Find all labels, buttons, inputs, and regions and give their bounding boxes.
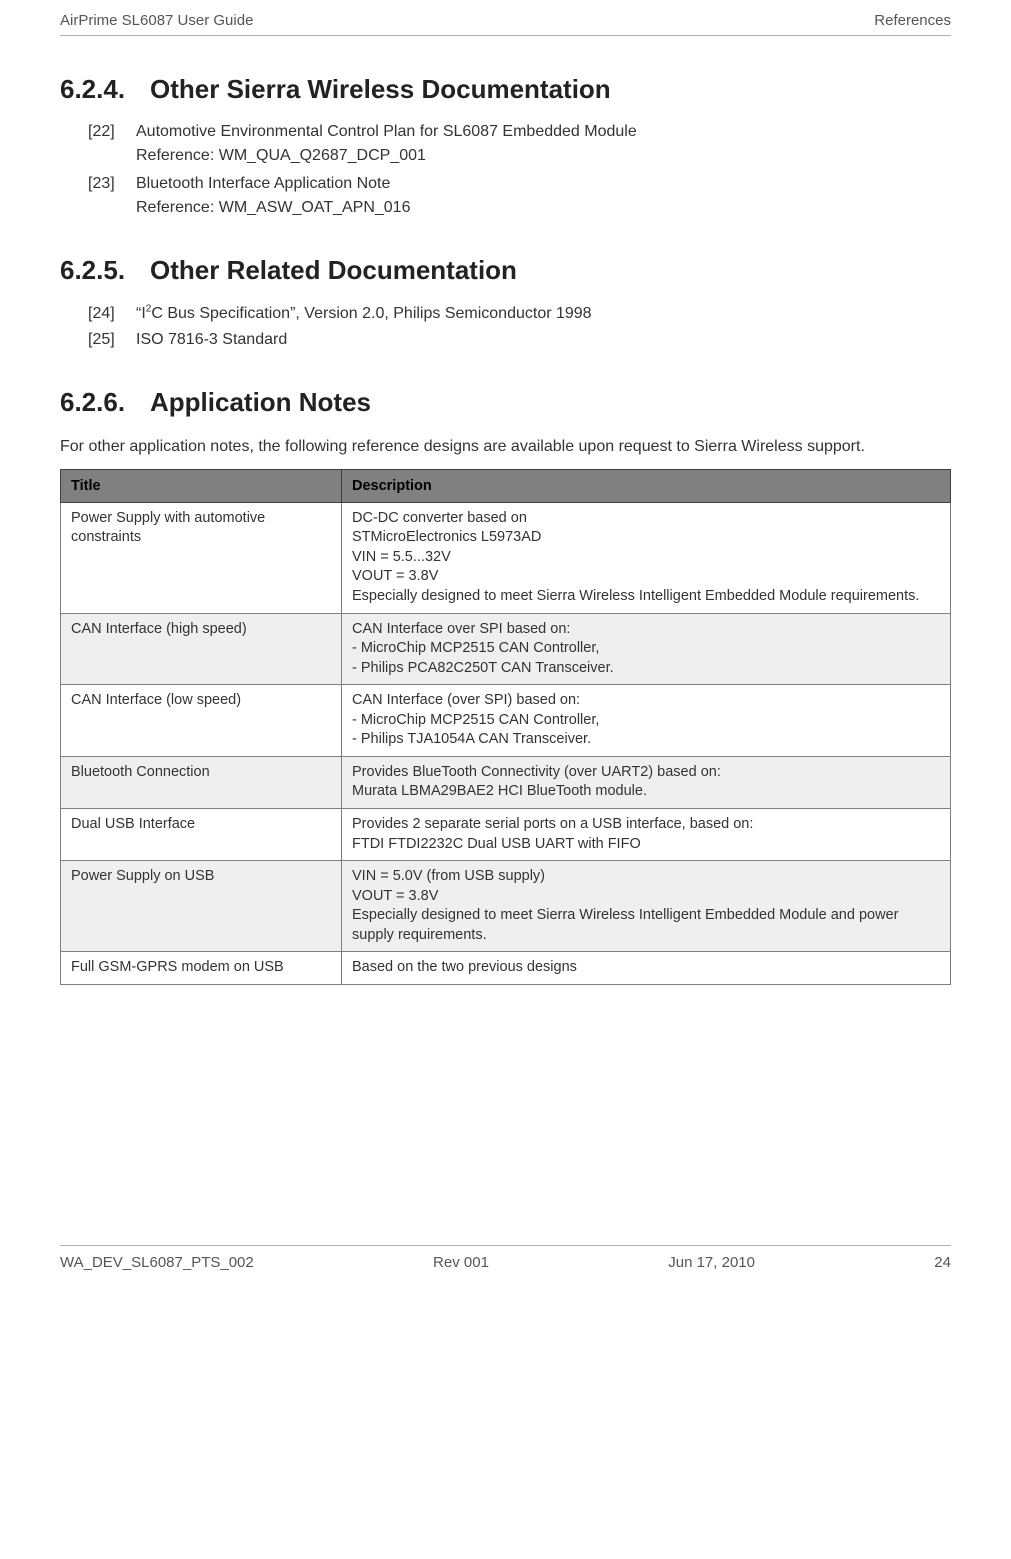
cell-title: CAN Interface (high speed) xyxy=(61,613,342,685)
table-row: Power Supply with automotive constraints… xyxy=(61,502,951,613)
app-notes-intro: For other application notes, the followi… xyxy=(60,436,951,458)
cell-title: Dual USB Interface xyxy=(61,809,342,861)
ref-list-2: [24]“I2C Bus Specification”, Version 2.0… xyxy=(88,304,951,349)
ref-text: “I2C Bus Specification”, Version 2.0, Ph… xyxy=(136,305,592,322)
heading-text: Other Related Documentation xyxy=(150,255,517,285)
ref-text: Automotive Environmental Control Plan fo… xyxy=(136,123,637,140)
ref-item: [23]Bluetooth Interface Application Note… xyxy=(88,175,951,217)
cell-desc: VIN = 5.0V (from USB supply)VOUT = 3.8VE… xyxy=(342,861,951,952)
table-row: CAN Interface (low speed) CAN Interface … xyxy=(61,685,951,757)
page-header: AirPrime SL6087 User Guide References xyxy=(60,0,951,36)
heading-6-2-4: 6.2.4.Other Sierra Wireless Documentatio… xyxy=(60,74,951,105)
heading-6-2-5: 6.2.5.Other Related Documentation xyxy=(60,255,951,286)
heading-number: 6.2.5. xyxy=(60,255,150,286)
heading-text: Application Notes xyxy=(150,387,371,417)
heading-number: 6.2.6. xyxy=(60,387,150,418)
cell-desc: Provides BlueTooth Connectivity (over UA… xyxy=(342,756,951,808)
heading-number: 6.2.4. xyxy=(60,74,150,105)
table-row: Bluetooth Connection Provides BlueTooth … xyxy=(61,756,951,808)
ref-text: Bluetooth Interface Application Note xyxy=(136,175,390,192)
cell-title: CAN Interface (low speed) xyxy=(61,685,342,757)
cell-desc: Provides 2 separate serial ports on a US… xyxy=(342,809,951,861)
cell-desc: DC-DC converter based onSTMicroElectroni… xyxy=(342,502,951,613)
ref-subtext: Reference: WM_QUA_Q2687_DCP_001 xyxy=(136,147,951,165)
table-header-title: Title xyxy=(61,469,342,502)
header-left: AirPrime SL6087 User Guide xyxy=(60,12,253,29)
ref-number: [23] xyxy=(88,175,136,193)
table-header-row: Title Description xyxy=(61,469,951,502)
application-notes-table: Title Description Power Supply with auto… xyxy=(60,469,951,985)
header-right: References xyxy=(874,12,951,29)
ref-list-1: [22]Automotive Environmental Control Pla… xyxy=(88,123,951,217)
ref-number: [24] xyxy=(88,305,136,323)
page-footer: WA_DEV_SL6087_PTS_002 Rev 001 Jun 17, 20… xyxy=(60,1245,951,1283)
heading-text: Other Sierra Wireless Documentation xyxy=(150,74,611,104)
cell-desc: CAN Interface (over SPI) based on:- Micr… xyxy=(342,685,951,757)
table-header-description: Description xyxy=(342,469,951,502)
ref-item: [22]Automotive Environmental Control Pla… xyxy=(88,123,951,165)
table-row: Power Supply on USB VIN = 5.0V (from USB… xyxy=(61,861,951,952)
cell-desc: CAN Interface over SPI based on:- MicroC… xyxy=(342,613,951,685)
cell-title: Bluetooth Connection xyxy=(61,756,342,808)
table-row: Dual USB Interface Provides 2 separate s… xyxy=(61,809,951,861)
footer-date: Jun 17, 2010 xyxy=(668,1254,755,1271)
ref-text: ISO 7816-3 Standard xyxy=(136,331,287,348)
table-row: Full GSM-GPRS modem on USB Based on the … xyxy=(61,952,951,985)
cell-title: Power Supply on USB xyxy=(61,861,342,952)
heading-6-2-6: 6.2.6.Application Notes xyxy=(60,387,951,418)
ref-item: [24]“I2C Bus Specification”, Version 2.0… xyxy=(88,304,951,323)
table-row: CAN Interface (high speed) CAN Interface… xyxy=(61,613,951,685)
ref-number: [22] xyxy=(88,123,136,141)
footer-doc-id: WA_DEV_SL6087_PTS_002 xyxy=(60,1254,254,1271)
cell-desc: Based on the two previous designs xyxy=(342,952,951,985)
cell-title: Full GSM-GPRS modem on USB xyxy=(61,952,342,985)
ref-number: [25] xyxy=(88,331,136,349)
ref-item: [25]ISO 7816-3 Standard xyxy=(88,331,951,349)
ref-subtext: Reference: WM_ASW_OAT_APN_016 xyxy=(136,199,951,217)
footer-rev: Rev 001 xyxy=(433,1254,489,1271)
cell-title: Power Supply with automotive constraints xyxy=(61,502,342,613)
footer-page: 24 xyxy=(934,1254,951,1271)
